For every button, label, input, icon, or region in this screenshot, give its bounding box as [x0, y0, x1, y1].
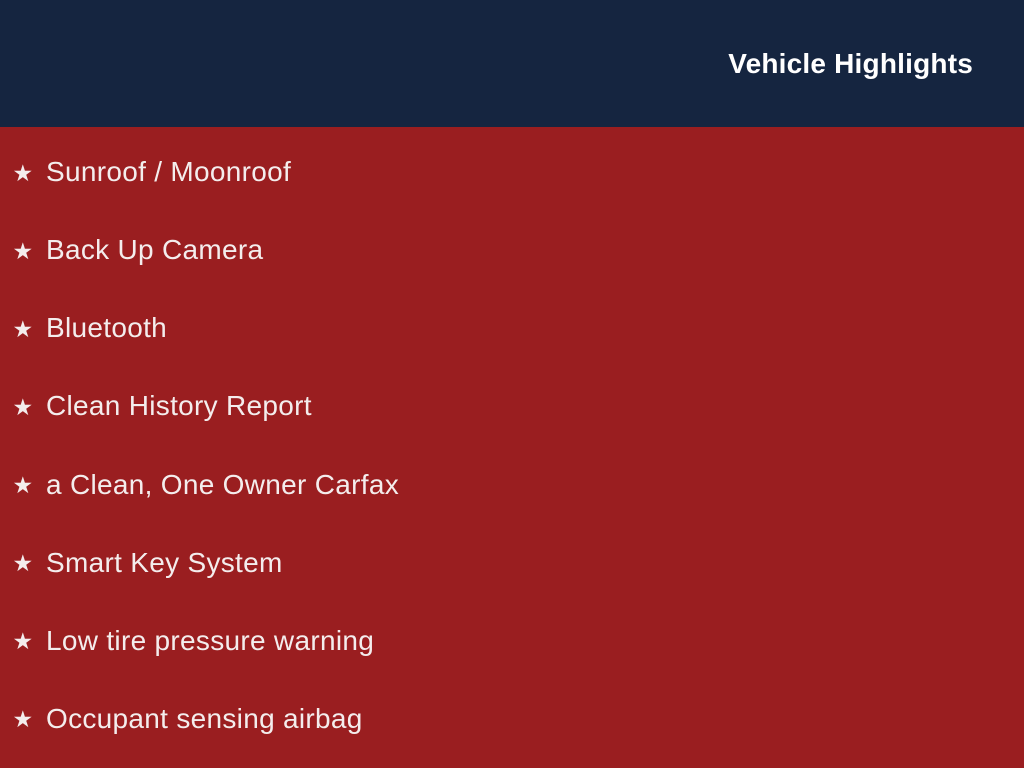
header-bar: Vehicle Highlights	[0, 0, 1024, 127]
list-item: ★ Smart Key System	[12, 547, 1024, 579]
list-item: ★ Occupant sensing airbag	[12, 703, 1024, 735]
star-icon: ★	[12, 550, 34, 577]
list-item: ★ Clean History Report	[12, 390, 1024, 422]
highlight-label: Occupant sensing airbag	[46, 702, 363, 734]
highlight-label: Smart Key System	[46, 546, 283, 578]
list-item: ★ Bluetooth	[12, 312, 1024, 344]
highlight-label: Sunroof / Moonroof	[46, 156, 292, 188]
star-icon: ★	[12, 159, 34, 186]
page-title: Vehicle Highlights	[728, 47, 973, 79]
highlight-label: Bluetooth	[46, 312, 168, 344]
highlight-label: Back Up Camera	[46, 234, 264, 266]
highlights-panel: ★ Sunroof / Moonroof ★ Back Up Camera ★ …	[0, 127, 1024, 768]
highlights-list: ★ Sunroof / Moonroof ★ Back Up Camera ★ …	[0, 127, 1024, 768]
star-icon: ★	[12, 706, 34, 733]
list-item: ★ a Clean, One Owner Carfax	[12, 469, 1024, 501]
star-icon: ★	[12, 315, 34, 342]
list-item: ★ Sunroof / Moonroof	[12, 156, 1024, 188]
list-item: ★ Low tire pressure warning	[12, 625, 1024, 657]
highlight-label: Clean History Report	[46, 390, 312, 422]
star-icon: ★	[12, 393, 34, 420]
list-item: ★ Back Up Camera	[12, 234, 1024, 266]
highlight-label: Low tire pressure warning	[46, 624, 375, 656]
highlight-label: a Clean, One Owner Carfax	[46, 468, 399, 500]
star-icon: ★	[12, 237, 34, 264]
star-icon: ★	[12, 628, 34, 655]
star-icon: ★	[12, 472, 34, 499]
